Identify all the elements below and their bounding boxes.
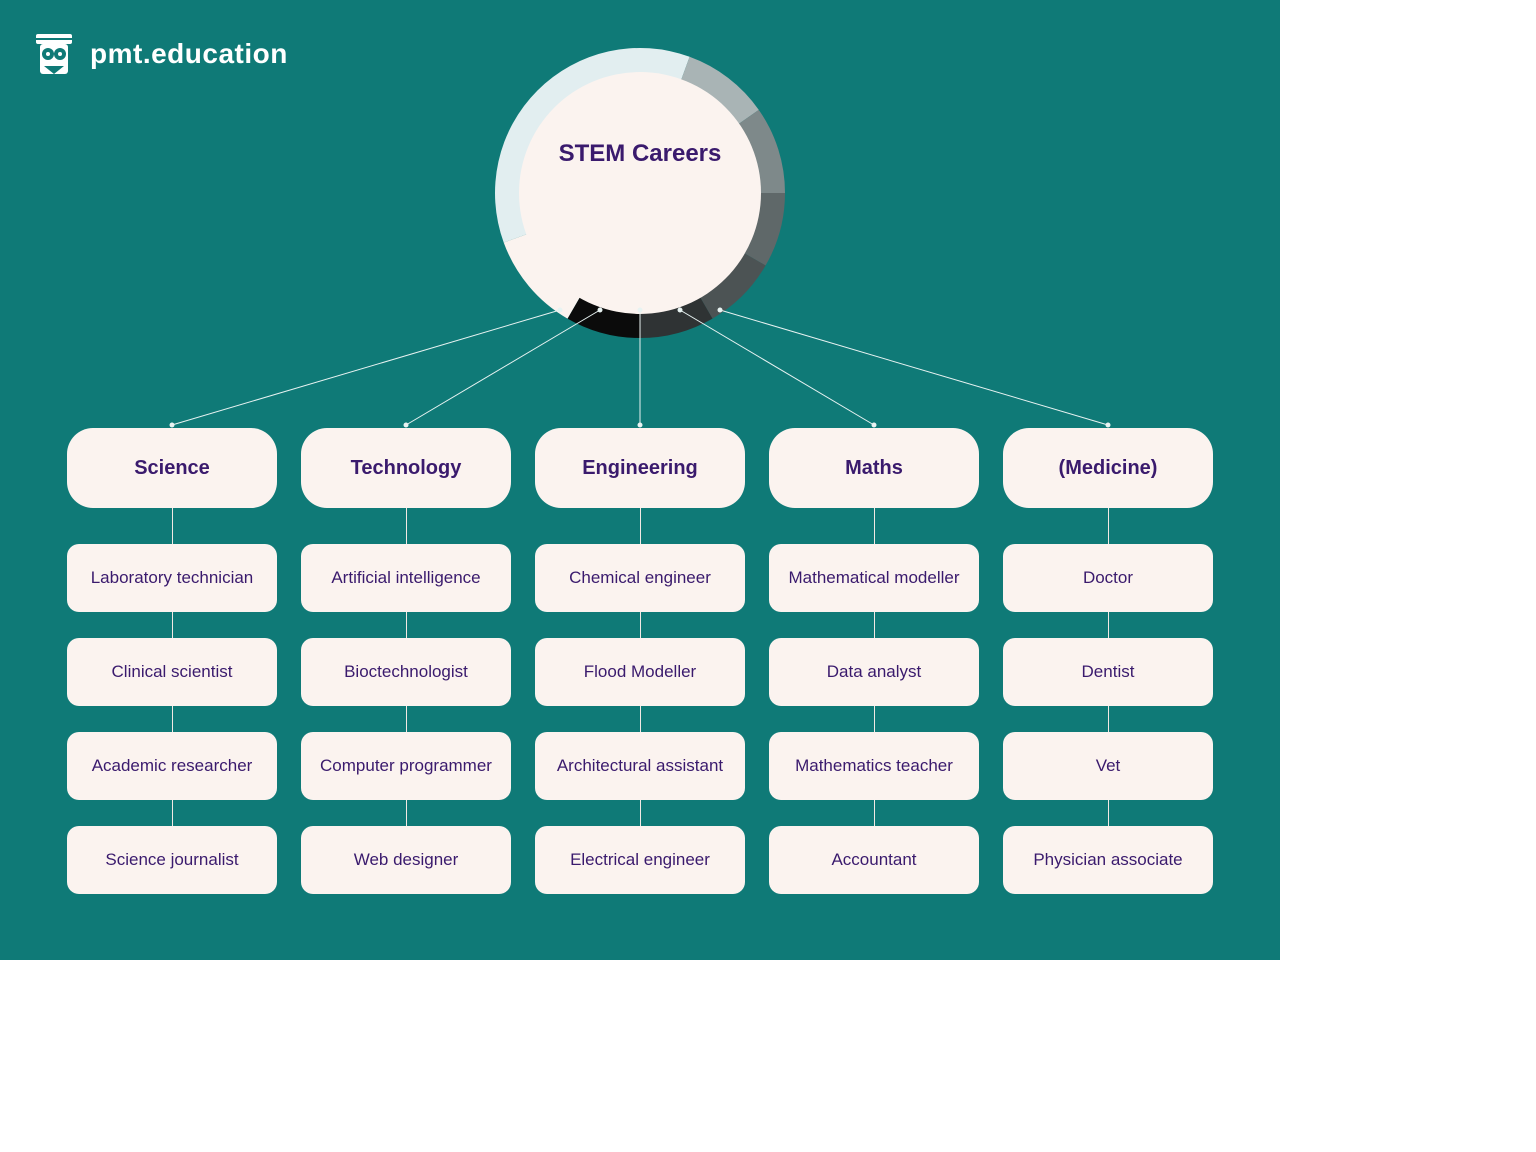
career-item: Dentist (1003, 638, 1213, 706)
connector-vline (172, 706, 173, 732)
career-item: Chemical engineer (535, 544, 745, 612)
category-header: Science (67, 428, 277, 508)
category-column: (Medicine) Doctor Dentist Vet Physician asso… (1003, 428, 1213, 920)
connector-vline (1108, 612, 1109, 638)
career-item: Accountant (769, 826, 979, 894)
career-item: Laboratory technician (67, 544, 277, 612)
career-item: Bioctechnologist (301, 638, 511, 706)
category-column: Technology Artificial intelligence Bioctec… (301, 428, 511, 920)
connector-vline (640, 612, 641, 638)
career-item: Physician associate (1003, 826, 1213, 894)
connector-vline (874, 706, 875, 732)
diagram-canvas: pmt.education STEM Careers ScienceLabora… (0, 0, 1280, 960)
connector-vline (874, 508, 875, 544)
career-item: Academic researcher (67, 732, 277, 800)
connector-vline (406, 612, 407, 638)
connector-vline (640, 508, 641, 544)
career-item: Artificial intelligence (301, 544, 511, 612)
career-item: Clinical scientist (67, 638, 277, 706)
career-item: Doctor (1003, 544, 1213, 612)
connector-vline (406, 706, 407, 732)
connector-vline (406, 508, 407, 544)
category-column: Engineering Chemical engineer Flood Modell… (535, 428, 745, 920)
career-item: Mathematics teacher (769, 732, 979, 800)
connector-vline (640, 800, 641, 826)
connector-vline (640, 706, 641, 732)
career-item: Data analyst (769, 638, 979, 706)
career-item: Computer programmer (301, 732, 511, 800)
connector-vline (1108, 800, 1109, 826)
category-column: Science Laboratory technician Clinical sci… (67, 428, 277, 920)
connector-vline (874, 612, 875, 638)
career-item: Flood Modeller (535, 638, 745, 706)
career-item: Web designer (301, 826, 511, 894)
connector-vline (172, 508, 173, 544)
connector-vline (406, 800, 407, 826)
category-header: Technology (301, 428, 511, 508)
connector-vline (172, 612, 173, 638)
category-column: Maths Mathematical modeller Data analyst Ma… (769, 428, 979, 920)
category-header: Maths (769, 428, 979, 508)
category-header: Engineering (535, 428, 745, 508)
career-item: Vet (1003, 732, 1213, 800)
category-columns: Science Laboratory technician Clinical sci… (0, 428, 1280, 920)
career-item: Architectural assistant (535, 732, 745, 800)
career-item: Science journalist (67, 826, 277, 894)
connector-vline (874, 800, 875, 826)
connector-vline (1108, 706, 1109, 732)
career-item: Mathematical modeller (769, 544, 979, 612)
career-item: Electrical engineer (535, 826, 745, 894)
connector-vline (1108, 508, 1109, 544)
connector-vline (172, 800, 173, 826)
category-header: (Medicine) (1003, 428, 1213, 508)
